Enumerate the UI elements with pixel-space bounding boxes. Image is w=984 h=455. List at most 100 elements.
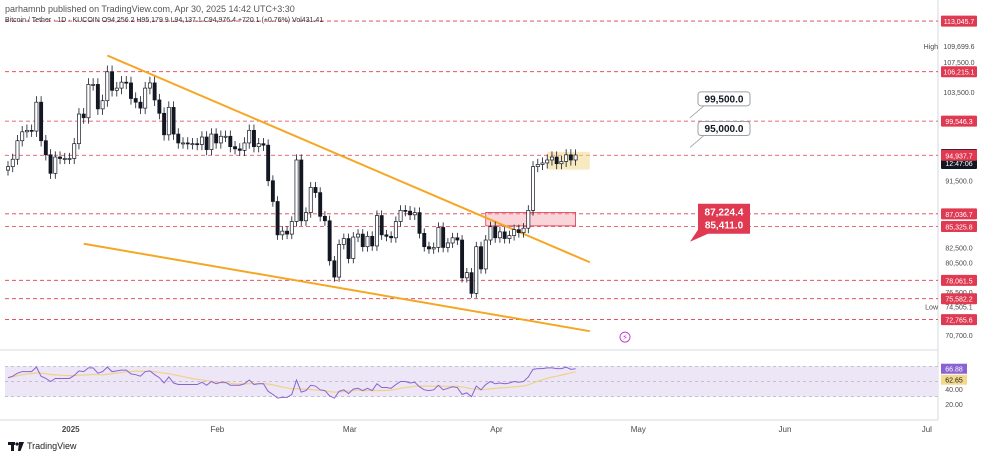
candle-body (289, 221, 294, 235)
candle-body (431, 247, 436, 250)
candle-body (393, 221, 398, 239)
candle-body (469, 272, 474, 294)
price-zones[interactable] (485, 151, 590, 227)
candle-body (568, 154, 573, 161)
price-tag-1062151: 106,215.1 (943, 70, 974, 77)
red-callout-box (690, 203, 750, 242)
candle-body (76, 113, 81, 145)
candle-body (445, 242, 450, 248)
price-tag-1075000: 107,500.0 (943, 60, 974, 67)
candle-body (360, 233, 365, 248)
price-tag-1035000: 103,500.0 (943, 90, 974, 97)
candle-body (185, 142, 190, 145)
rsi-value-tag-bg (941, 363, 967, 374)
rsi-ma-tag: 62.65 (945, 378, 963, 385)
candle-body (43, 140, 48, 156)
candle-body (171, 107, 176, 135)
candle-body (351, 236, 356, 259)
time-axis[interactable]: 2025 Feb Mar Apr May Jun Jul (62, 425, 932, 434)
candle-body (162, 112, 167, 136)
price-tag-1062151-bg (941, 66, 977, 78)
price-tag-727656-bg (941, 314, 977, 326)
candle-body (294, 159, 299, 222)
candle-body (48, 154, 53, 174)
candle-body (129, 82, 133, 99)
candle-body (285, 230, 290, 235)
tradingview-logo-icon (8, 442, 24, 452)
candle-body (39, 101, 44, 142)
candle-body (91, 84, 96, 86)
candle-body (497, 231, 502, 239)
candle-body (256, 143, 261, 148)
resistance-zone (485, 212, 577, 227)
candle-body (166, 107, 171, 136)
price-tag-995463-bg (941, 115, 977, 127)
candle-body (152, 82, 157, 101)
candle-body (58, 156, 62, 159)
brand-label: TradingView (27, 441, 77, 451)
time-tick-feb: Feb (210, 425, 224, 434)
candle-body (34, 101, 39, 132)
candle-body (62, 158, 67, 160)
wedge-trendlines[interactable] (83, 54, 591, 333)
candle-body (304, 212, 308, 222)
price-tag-1130457-bg (941, 15, 977, 27)
candle-body (427, 246, 431, 250)
candle-body (403, 210, 408, 212)
symbol-legend[interactable]: Bitcoin / Tether · 1D · KUCOIN O94,256.2… (5, 17, 324, 24)
candle-body (6, 166, 10, 171)
candle-body (502, 231, 507, 239)
rsi-lines (7, 366, 576, 399)
publisher-line: parhamnb published on TradingView.com, A… (5, 4, 295, 14)
candle-body (204, 136, 209, 150)
candle-body (318, 192, 323, 217)
price-tag-755822-bg (941, 293, 977, 305)
candle-body (535, 164, 540, 168)
candle-body (398, 210, 403, 222)
candle-body (105, 71, 110, 102)
candle-body (483, 239, 488, 270)
price-axis[interactable]: 113,045.7 109,699.6 High 107,500.0 106,215.1… (924, 15, 977, 410)
callout-99500-pointer (689, 105, 705, 119)
candle-body (233, 146, 237, 150)
price-tag-745051-prefix: Low (925, 305, 939, 312)
candle-body (218, 135, 223, 144)
rsi-ma-tag-bg (941, 374, 967, 385)
candle-body (270, 180, 275, 202)
candle-body (67, 158, 72, 160)
candle-body (365, 235, 370, 248)
candle-body (119, 81, 124, 89)
candle-body (337, 244, 342, 278)
time-tick-mar: Mar (343, 425, 357, 434)
candle-body (516, 229, 521, 233)
price-tag-745051: 74,505.1 (945, 305, 972, 312)
candle-body (488, 226, 493, 241)
time-tick-may: May (631, 425, 646, 434)
horizontal-levels[interactable] (5, 20, 938, 320)
candle-body (464, 272, 469, 279)
candle-body (199, 136, 204, 145)
price-tag-1096996-prefix: High (924, 44, 939, 51)
time-tick-jul: Jul (922, 425, 932, 434)
candle-body (20, 131, 25, 142)
candle-body (266, 144, 271, 182)
candle-body (247, 129, 252, 144)
candle-body (275, 201, 280, 236)
callout-95000-pointer (689, 135, 705, 148)
candle-body (521, 227, 526, 233)
candle-body (110, 71, 115, 91)
candle-body (549, 156, 554, 161)
candle-body (474, 246, 479, 294)
callout-99500-box (697, 91, 751, 107)
candle-body (346, 238, 351, 259)
candles (6, 65, 578, 298)
candle-body (53, 156, 58, 174)
tradingview-brand[interactable]: TradingView (8, 441, 77, 452)
candle-body (559, 161, 564, 165)
candle-body (384, 234, 389, 237)
candle-body (379, 215, 384, 236)
annotations[interactable]: 99,500.0 95,000.0 87,224.4 85,411.0 ⚡ (619, 91, 751, 343)
rsi-pane-background (5, 366, 938, 397)
candle-body (412, 212, 417, 216)
